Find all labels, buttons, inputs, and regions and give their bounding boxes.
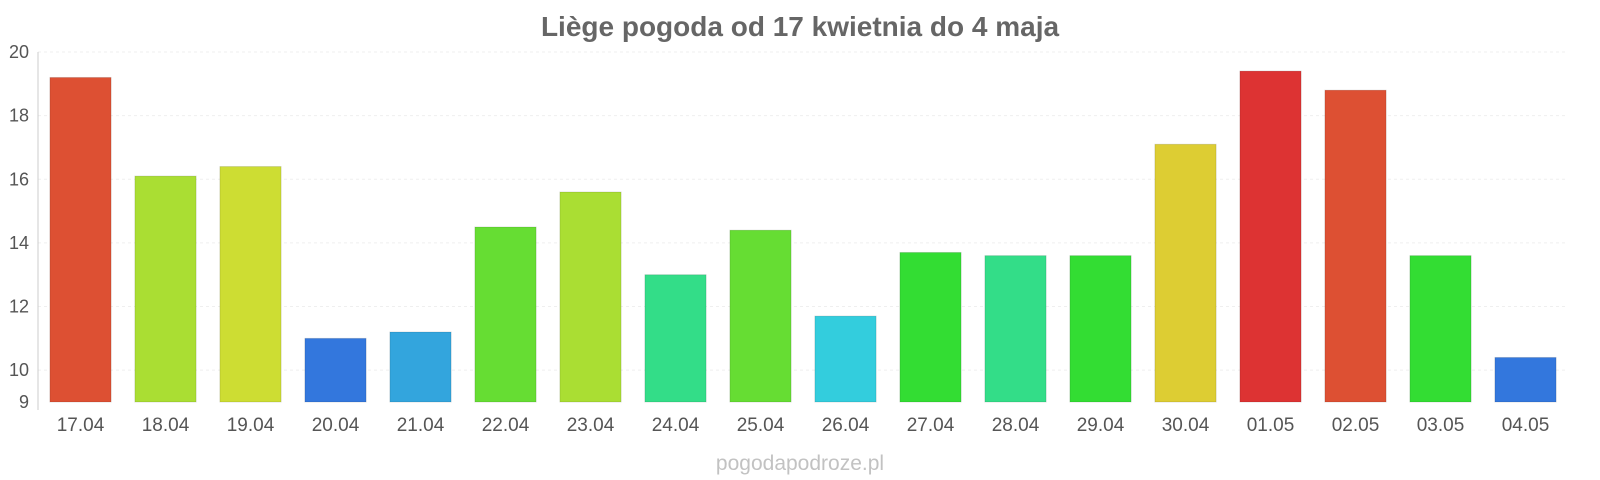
x-tick-label: 20.04 <box>312 415 360 436</box>
y-tick-label: 16 <box>9 169 29 189</box>
bar-21.04 <box>389 331 452 403</box>
x-tick-label: 29.04 <box>1077 415 1125 436</box>
bar-26.04 <box>814 315 877 403</box>
bar-19.04 <box>219 166 282 403</box>
x-axis-ticks: 17.04 18.04 19.04 20.04 21.04 22.04 23.04 24.04… <box>57 415 1550 436</box>
x-tick-label: 17.04 <box>57 415 105 436</box>
bar-01.05 <box>1239 70 1302 403</box>
x-tick-label: 18.04 <box>142 415 190 436</box>
bar-30.04 <box>1154 143 1217 403</box>
bar-22.04 <box>474 226 537 403</box>
bar-18.04 <box>134 175 197 403</box>
footer-watermark: pogodapodroze.pl <box>716 452 884 475</box>
bar-29.04 <box>1069 255 1132 403</box>
bar-27.04 <box>899 251 962 403</box>
bar-28.04 <box>984 255 1047 403</box>
y-tick-label: 9 <box>19 392 29 412</box>
bar-17.04 <box>49 76 112 403</box>
bar-25.04 <box>729 229 792 403</box>
bar-20.04 <box>304 337 367 403</box>
bar-04.05 <box>1494 356 1557 403</box>
y-axis-ticks: 9 10 12 14 16 18 20 <box>9 42 29 412</box>
x-tick-label: 25.04 <box>737 415 785 436</box>
bar-24.04 <box>644 274 707 403</box>
x-tick-label: 28.04 <box>992 415 1040 436</box>
bar-02.05 <box>1324 89 1387 403</box>
x-tick-label: 21.04 <box>397 415 445 436</box>
x-tick-label: 27.04 <box>907 415 955 436</box>
y-tick-label: 12 <box>9 297 29 317</box>
bar-03.05 <box>1409 255 1472 403</box>
y-tick-label: 14 <box>9 233 29 253</box>
bars <box>49 70 1557 403</box>
chart-title: Liège pogoda od 17 kwietnia do 4 maja <box>541 11 1060 42</box>
x-tick-label: 19.04 <box>227 415 275 436</box>
bar-23.04 <box>559 191 622 403</box>
x-tick-label: 22.04 <box>482 415 530 436</box>
x-tick-label: 04.05 <box>1502 415 1550 436</box>
x-tick-label: 02.05 <box>1332 415 1380 436</box>
x-tick-label: 26.04 <box>822 415 870 436</box>
y-tick-label: 10 <box>9 360 29 380</box>
x-tick-label: 01.05 <box>1247 415 1295 436</box>
x-tick-label: 03.05 <box>1417 415 1465 436</box>
x-tick-label: 30.04 <box>1162 415 1210 436</box>
x-tick-label: 24.04 <box>652 415 700 436</box>
gridlines <box>38 51 1568 371</box>
y-tick-label: 18 <box>9 106 29 126</box>
x-tick-label: 23.04 <box>567 415 615 436</box>
y-tick-label: 20 <box>9 42 29 62</box>
